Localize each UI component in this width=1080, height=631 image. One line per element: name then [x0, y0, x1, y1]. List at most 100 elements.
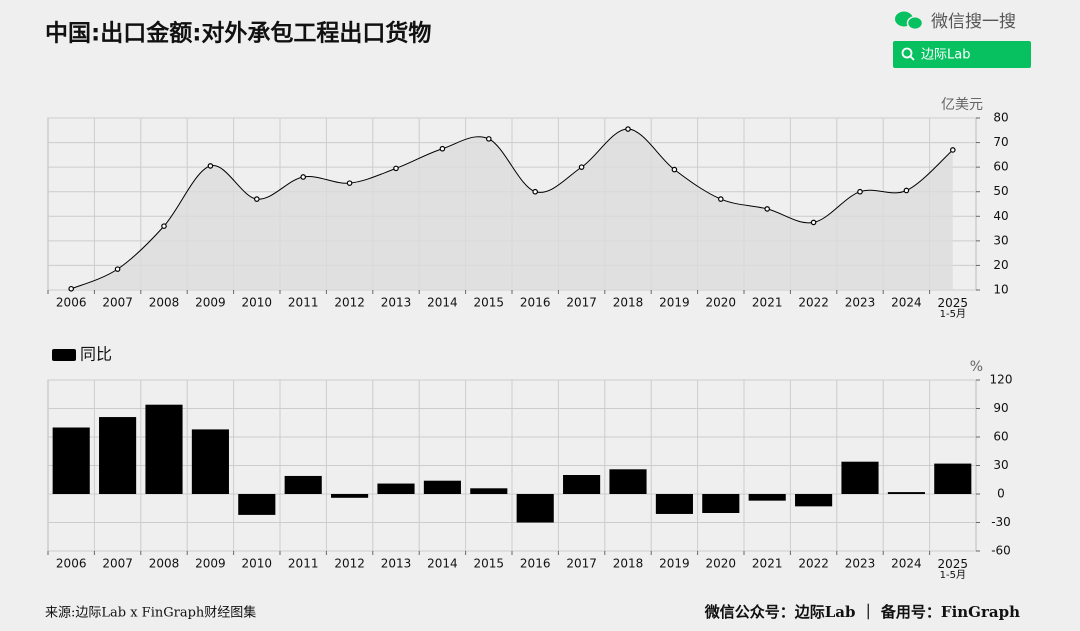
y-tick-label: 50 [993, 184, 1008, 198]
x-tick-label: 2018 [613, 296, 644, 310]
x-tick-label: 2019 [659, 296, 690, 310]
x-tick-label: 2006 [56, 557, 87, 571]
x-tick-label: 2023 [845, 557, 876, 571]
x-tick-label: 2021 [752, 296, 783, 310]
point [857, 188, 863, 195]
x-tick-label: 2025 1-5月 [938, 296, 969, 321]
y-tick-label: 30 [993, 233, 1008, 247]
search-text: 边际Lab [921, 48, 970, 63]
x-tick-label: 2023 [845, 296, 876, 310]
y-tick-label: 70 [993, 135, 1008, 149]
bar [423, 480, 461, 494]
x-tick-label: 2007 [102, 557, 133, 571]
bar [52, 427, 90, 494]
bar [563, 475, 601, 494]
bar [191, 429, 229, 494]
point [161, 223, 167, 229]
legend-swatch [52, 349, 76, 361]
y-unit: % [970, 359, 983, 375]
bar [795, 494, 833, 507]
y-tick-label: 80 [993, 111, 1008, 125]
x-tick-label: 2006 [56, 296, 87, 310]
x-tick-label: 2011 [288, 296, 319, 310]
title: 中国:出口金额:对外承包工程出口货物 [45, 20, 431, 47]
x-tick-label: 2019 [659, 557, 690, 571]
point [625, 126, 631, 132]
x-tick-label: 2022 [798, 296, 829, 310]
bar [238, 494, 276, 515]
x-tick-label: 2020 [706, 557, 737, 571]
bar [609, 469, 647, 494]
y-tick-label: 40 [993, 209, 1008, 223]
x-tick-label: 2010 [242, 296, 273, 310]
point [764, 206, 771, 212]
x-tick-label: 2016 [520, 296, 551, 310]
x-tick-label: 2017 [566, 296, 597, 310]
point [439, 145, 446, 152]
wechat-icon [895, 11, 924, 31]
account: 微信公众号：边际Lab ｜ 备用号：FinGraph [704, 603, 1020, 621]
point [717, 196, 724, 202]
bar [655, 494, 693, 514]
point [207, 163, 214, 169]
y-tick-label: -30 [991, 515, 1011, 529]
x-tick-label: 2015 [474, 557, 505, 571]
search-box[interactable] [893, 41, 1031, 68]
point [393, 165, 399, 172]
y-tick-label: -60 [991, 544, 1011, 558]
bar [702, 494, 740, 513]
x-tick-label: 2017 [566, 557, 597, 571]
x-tick-label: 2008 [149, 296, 180, 310]
point [810, 219, 817, 226]
y-tick-label: 10 [993, 283, 1008, 297]
x-tick-label: 2012 [334, 296, 365, 310]
bar [284, 475, 322, 494]
point [346, 180, 353, 186]
x-tick-label: 2010 [242, 557, 273, 571]
y-unit: 亿美元 [941, 97, 983, 113]
bar [748, 494, 786, 501]
search-brand: 微信搜一搜 [931, 12, 1016, 32]
y-tick-label: 20 [993, 258, 1008, 272]
x-tick-label: 2024 [891, 296, 922, 310]
point [949, 147, 956, 153]
x-tick-label: 2020 [706, 296, 737, 310]
bar [516, 494, 554, 523]
legend-label: 同比 [80, 345, 112, 364]
y-tick-label: 30 [993, 458, 1008, 472]
x-tick-label: 2009 [195, 557, 226, 571]
x-tick-label: 2014 [427, 296, 458, 310]
point [114, 266, 121, 272]
point [532, 188, 539, 195]
x-tick-label: 2024 [891, 557, 922, 571]
bar [377, 483, 415, 494]
y-tick-label: 60 [993, 160, 1008, 174]
x-tick-label: 2025 1-5月 [938, 557, 969, 582]
x-tick-label: 2009 [195, 296, 226, 310]
x-tick-label: 2022 [798, 557, 829, 571]
bar [887, 492, 925, 494]
point [671, 166, 678, 173]
y-tick-label: 120 [990, 373, 1013, 387]
x-tick-label: 2018 [613, 557, 644, 571]
bar [99, 417, 137, 494]
search-icon [901, 47, 915, 61]
x-tick-label: 2013 [381, 557, 412, 571]
x-tick-label: 2011 [288, 557, 319, 571]
point [68, 285, 75, 292]
y-tick-label: 0 [997, 487, 1005, 501]
x-tick-label: 2015 [474, 296, 505, 310]
x-tick-label: 2012 [334, 557, 365, 571]
bar [841, 461, 879, 494]
x-tick-label: 2013 [381, 296, 412, 310]
area [71, 129, 953, 290]
x-tick-label: 2014 [427, 557, 458, 571]
source: 来源:边际Lab x FinGraph财经图集 [45, 605, 256, 621]
point [485, 136, 492, 142]
bar [470, 488, 508, 494]
point [300, 174, 307, 180]
x-tick-label: 2008 [149, 557, 180, 571]
x-tick-label: 2007 [102, 296, 133, 310]
